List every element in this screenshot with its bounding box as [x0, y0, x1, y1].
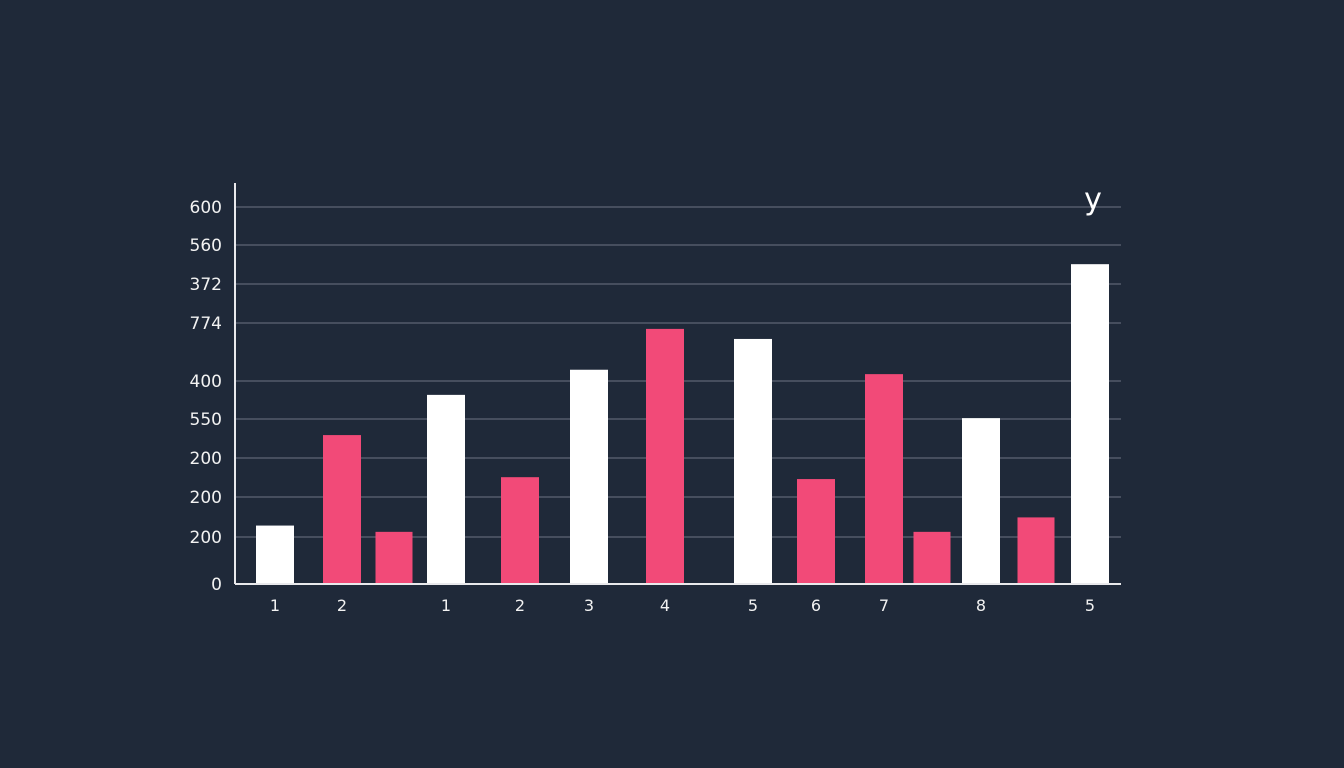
- bar-white-0: [256, 525, 294, 584]
- bar-pink-4: [501, 477, 539, 584]
- axes: [234, 183, 1121, 585]
- x-tick-label: 5: [748, 596, 758, 615]
- y-tick-label: 200: [190, 528, 222, 548]
- bar-pink-10: [913, 531, 951, 584]
- y-tick-label: 372: [190, 275, 222, 295]
- bar-pink-8: [797, 479, 835, 584]
- x-tick-label: 4: [660, 596, 670, 615]
- x-tick-label: 6: [811, 596, 821, 615]
- bar-white-7: [734, 338, 772, 584]
- x-tick-label: 2: [337, 596, 347, 615]
- bar-pink-2: [375, 531, 413, 584]
- bar-white-3: [427, 394, 465, 584]
- x-tick-labels: 1 2 1 2 3 4 5 6 7 8 5: [270, 596, 1095, 615]
- x-tick-label: 1: [441, 596, 451, 615]
- x-tick-label: 1: [270, 596, 280, 615]
- bars: [256, 264, 1109, 584]
- y-tick-label: 200: [190, 488, 222, 508]
- x-tick-label: 3: [584, 596, 594, 615]
- bar-white-5: [570, 369, 608, 584]
- bar-pink-6: [646, 328, 684, 584]
- y-tick-label: 400: [190, 372, 222, 392]
- y-tick-label: 200: [190, 449, 222, 469]
- bar-white-11: [962, 418, 1000, 584]
- x-tick-label: 2: [515, 596, 525, 615]
- y-tick-labels: 600 560 372 774 400 550 200 200 200 0: [190, 198, 222, 595]
- y-tick-label: 600: [190, 198, 222, 218]
- y-axis-title: y: [1084, 182, 1102, 217]
- x-tick-label: 7: [879, 596, 889, 615]
- y-tick-label: 774: [190, 314, 222, 334]
- y-tick-label: 560: [190, 236, 222, 256]
- y-tick-label: 0: [211, 575, 222, 595]
- bar-pink-1: [323, 435, 361, 584]
- y-tick-label: 550: [190, 410, 222, 430]
- x-tick-label: 5: [1085, 596, 1095, 615]
- x-tick-label: 8: [976, 596, 986, 615]
- bar-pink-12: [1017, 517, 1055, 584]
- bar-pink-9: [865, 374, 903, 584]
- bar-white-13: [1071, 264, 1109, 584]
